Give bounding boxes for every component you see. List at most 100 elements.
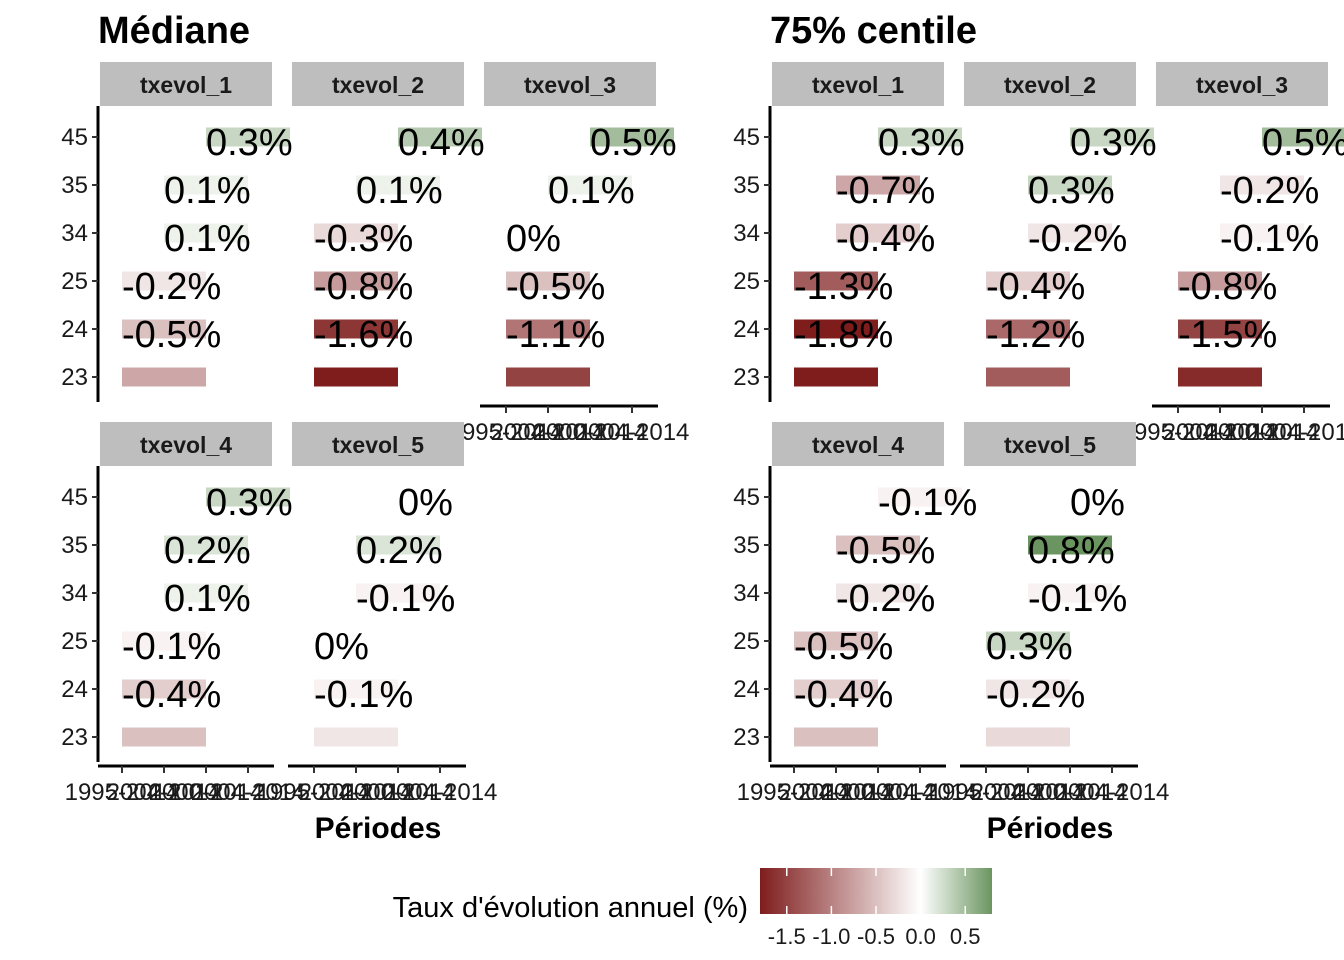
cell-label: 0.3%: [1070, 122, 1157, 164]
cell-label: -0.4%: [122, 674, 221, 716]
facet-strip: [964, 62, 1136, 106]
cell-label: -0.2%: [1028, 218, 1127, 260]
cell-label: -1.3%: [794, 266, 893, 308]
cell-label: -0.8%: [314, 266, 413, 308]
heat-cell: [506, 223, 590, 243]
cell-label: 0.2%: [164, 530, 251, 572]
cell-label: -1.2%: [986, 314, 1085, 356]
heat-cell: [506, 271, 590, 291]
heat-cell: [314, 631, 398, 651]
y-tick-label: 24: [733, 676, 760, 703]
group-title: Médiane: [98, 10, 250, 52]
heat-cell: [314, 679, 398, 699]
x-tick-label: 2000-2014: [1205, 419, 1320, 446]
cell-label: -0.2%: [986, 674, 1085, 716]
heat-cell: [794, 679, 878, 699]
x-tick-label: 2004-2014: [383, 779, 498, 806]
cell-label: 0%: [398, 482, 453, 524]
heat-cell: [1070, 487, 1154, 507]
x-tick-label: 2004-2014: [971, 779, 1086, 806]
heat-cell: [986, 367, 1070, 387]
facet-txevol_2: txevol_2 0.4% 0.1% -0.3% -0.8% -1.6%: [292, 62, 485, 387]
x-tick-label: 2004-2014: [299, 779, 414, 806]
cell-label: -0.2%: [122, 266, 221, 308]
y-tick-label: 24: [61, 316, 88, 343]
x-tick-label: 2000-2014: [533, 419, 648, 446]
y-tick-label: 35: [61, 172, 88, 199]
legend-title: Taux d'évolution annuel (%): [393, 892, 748, 924]
heat-cell: [878, 127, 962, 147]
legend-tick-label: -0.5: [857, 924, 895, 949]
cell-label: 0.3%: [878, 122, 965, 164]
cell-label: 0%: [506, 218, 561, 260]
panel-group: 75% centile232425343545232425343545txevo…: [733, 10, 1344, 845]
x-tick-label: 2004-2014: [491, 419, 606, 446]
legend-tick-label: -1.0: [812, 924, 850, 949]
heat-cell: [548, 175, 632, 195]
legend-ticks: -1.5 -1.0 -0.5 0.0 0.5: [768, 868, 981, 949]
heat-cell: [986, 271, 1070, 291]
x-tick-label: 2004-2014: [575, 419, 690, 446]
y-tick-label: 35: [61, 532, 88, 559]
y-tick-label: 24: [61, 676, 88, 703]
y-tick-label: 35: [733, 172, 760, 199]
cell-label: -0.3%: [314, 218, 413, 260]
heat-cell: [836, 535, 920, 555]
x-axis-title: Périodes: [315, 812, 442, 845]
facet-strip-label: txevol_2: [1004, 72, 1096, 98]
x-tick-label: 1995-2014: [1121, 419, 1236, 446]
cell-label: 0.5%: [1262, 122, 1344, 164]
facet-strip-label: txevol_3: [1196, 72, 1288, 98]
heat-cell: [122, 319, 206, 339]
heat-cell: [122, 679, 206, 699]
x-axis-title: Périodes: [987, 812, 1114, 845]
heat-cell: [1028, 535, 1112, 555]
cell-label: -1.6%: [314, 314, 413, 356]
legend-tick-label: 0.5: [950, 924, 981, 949]
cell-label: -0.4%: [986, 266, 1085, 308]
cell-label: -0.5%: [794, 626, 893, 668]
x-tick-label: 1995-2014: [257, 779, 372, 806]
facet-strip-label: txevol_4: [140, 432, 232, 458]
facet-txevol_1: txevol_1 0.3% -0.7% -0.4% -1.3% -1.8%: [772, 62, 965, 387]
heat-cell: [506, 367, 590, 387]
x-tick-label: 2000-2014: [149, 779, 264, 806]
cell-label: -0.4%: [794, 674, 893, 716]
facet-strip-label: txevol_4: [812, 432, 904, 458]
heat-cell: [836, 583, 920, 603]
facet-strip-label: txevol_3: [524, 72, 616, 98]
facet-strip-label: txevol_1: [812, 72, 904, 98]
facet-strip: [772, 62, 944, 106]
heat-cell: [1178, 271, 1262, 291]
heat-cell: [1028, 583, 1112, 603]
x-tick-label: 1995-2014: [737, 779, 852, 806]
cell-label: -0.4%: [836, 218, 935, 260]
heat-cell: [314, 271, 398, 291]
y-tick-label: 25: [61, 628, 88, 655]
heat-cell: [356, 583, 440, 603]
cell-label: 0%: [1070, 482, 1125, 524]
heat-cell: [206, 127, 290, 147]
facet-strip: [484, 62, 656, 106]
y-tick-label: 23: [733, 364, 760, 391]
x-tick-label: 2004-2014: [191, 779, 306, 806]
cell-label: -0.1%: [1028, 578, 1127, 620]
cell-label: 0.3%: [206, 482, 293, 524]
cell-label: 0.1%: [164, 218, 251, 260]
heat-cell: [1178, 367, 1262, 387]
heat-cell: [794, 631, 878, 651]
heat-cell: [356, 175, 440, 195]
facet-txevol_4: txevol_40.3%0.2%0.1%-0.1%-0.4%1995-20142…: [65, 422, 306, 806]
cell-label: -1.1%: [506, 314, 605, 356]
cell-label: -0.5%: [122, 314, 221, 356]
facet-txevol_3: txevol_3 0.5% -0.2% -0.1% -0.8% -1.5% 1995-201…: [1121, 62, 1344, 446]
heat-cell: [356, 535, 440, 555]
heat-cell: [986, 727, 1070, 747]
x-tick-label: 2004-2014: [107, 779, 222, 806]
cell-label: 0.1%: [548, 170, 635, 212]
x-tick-label: 2000-2014: [1013, 779, 1128, 806]
y-tick-label: 45: [61, 484, 88, 511]
heat-cell: [986, 679, 1070, 699]
cell-label: 0.5%: [590, 122, 677, 164]
